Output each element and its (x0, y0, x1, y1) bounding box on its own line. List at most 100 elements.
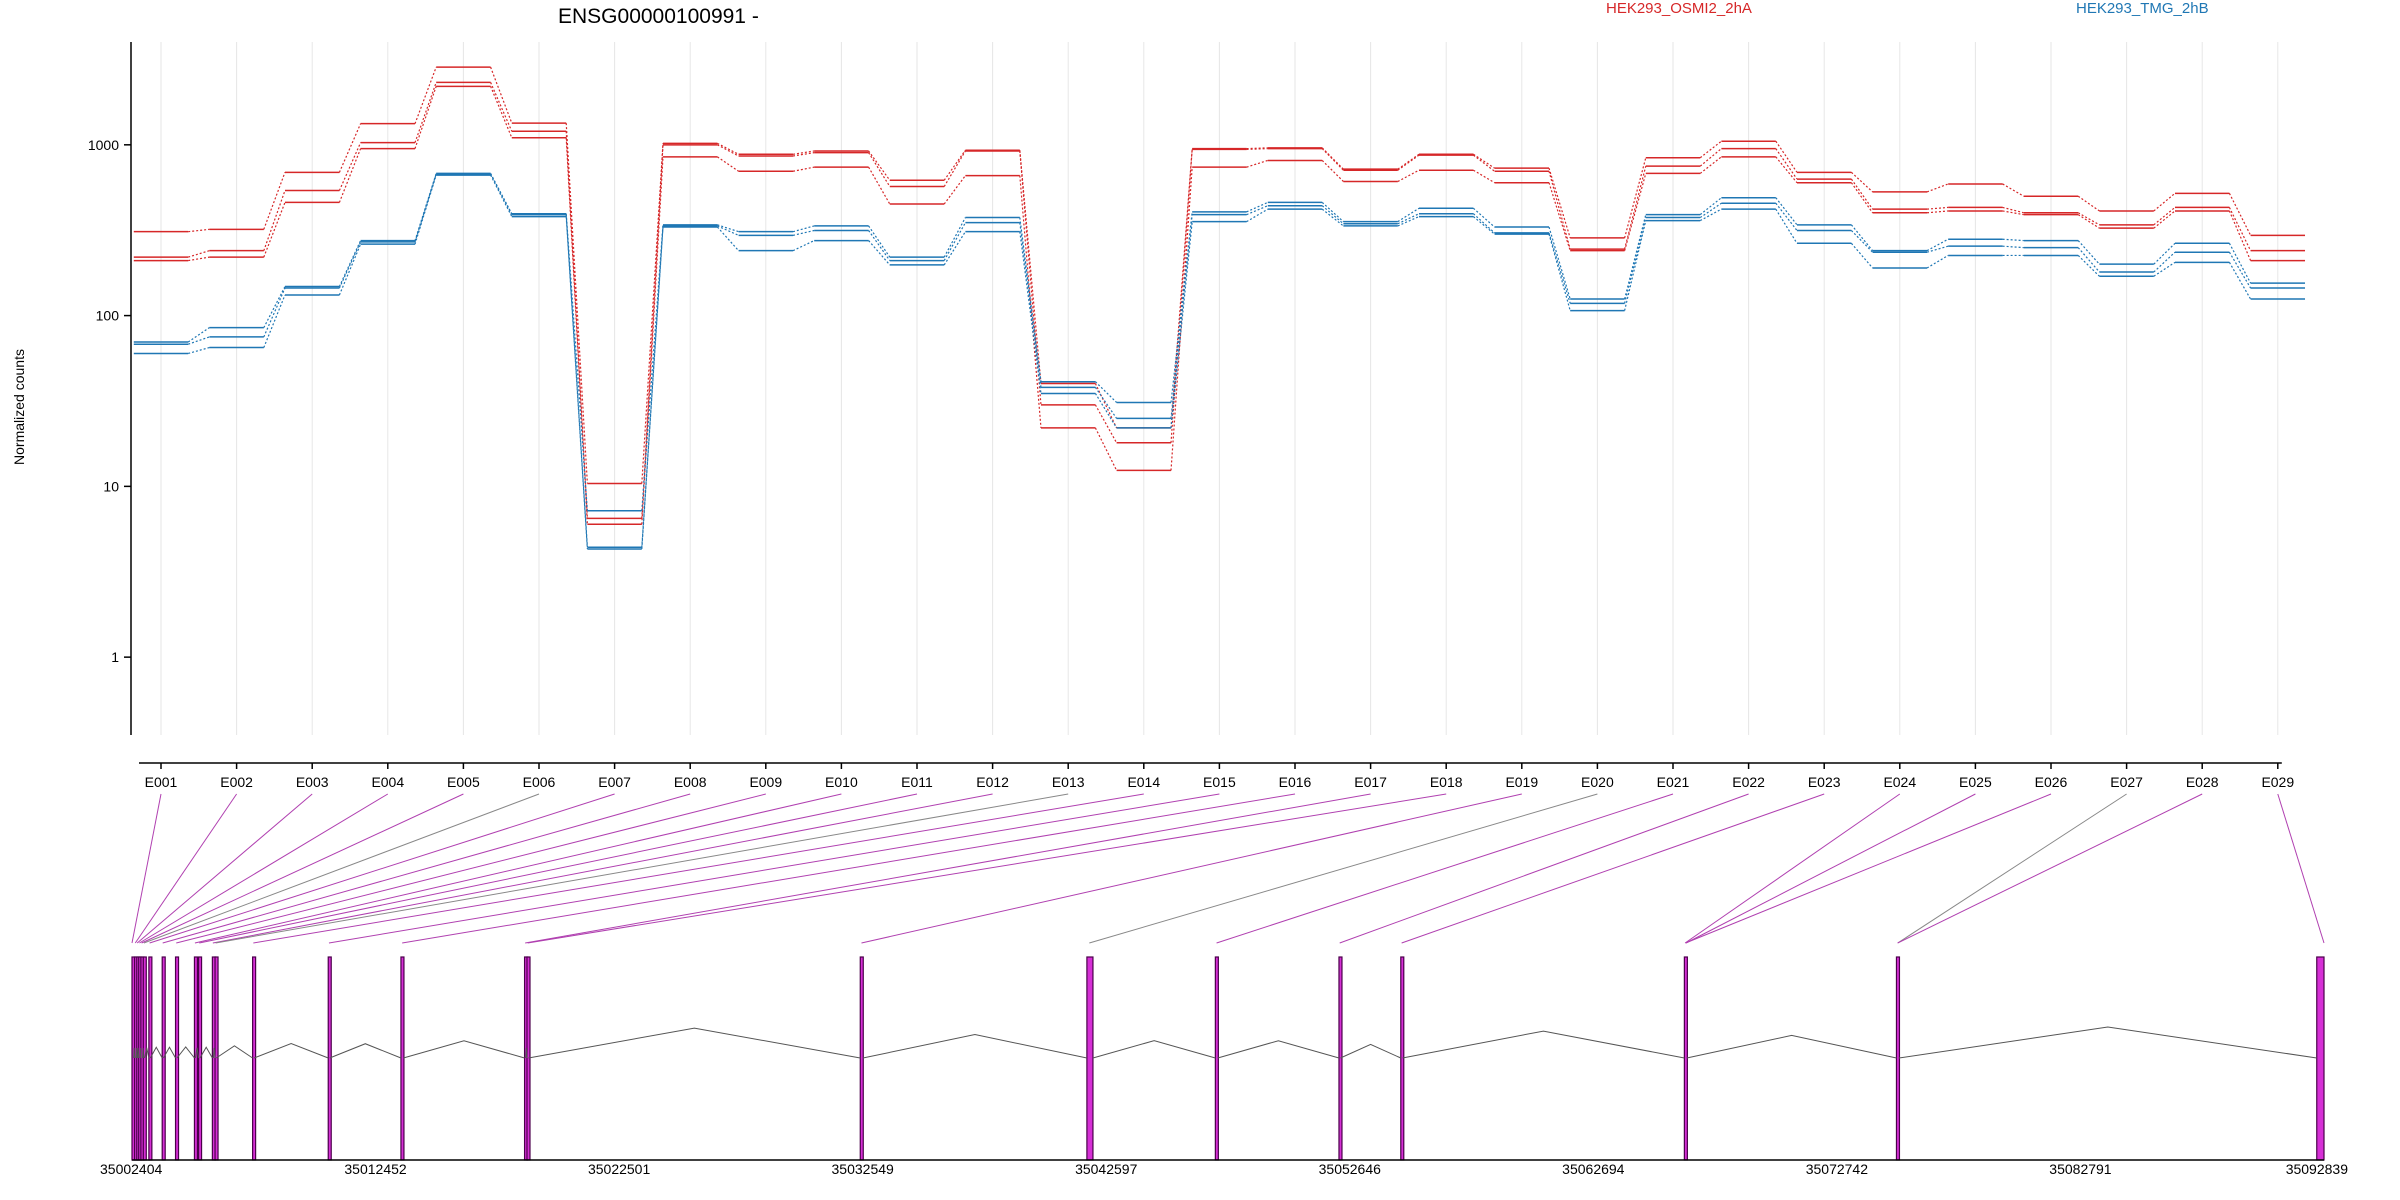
bin-transition (1019, 150, 1042, 384)
intron-15 (329, 1043, 402, 1059)
bin-transition (1094, 381, 1118, 403)
intron-19 (862, 1034, 1087, 1059)
bin-transition (1170, 221, 1193, 428)
bin-transition (868, 225, 891, 258)
bin-transition (2002, 183, 2025, 197)
bin-transition (1624, 217, 1647, 304)
x-tick-label-E007: E007 (598, 774, 631, 790)
bin-transition (1473, 153, 1495, 169)
connector-E009 (176, 793, 766, 944)
bin-transition (943, 149, 966, 181)
bin-transition (490, 82, 513, 132)
bin-transition (1926, 183, 1949, 193)
bin-transition (1094, 404, 1118, 444)
bin-transition (792, 225, 815, 233)
bin-transition (1775, 208, 1798, 244)
intron-21 (1217, 1040, 1340, 1059)
x-tick-label-E021: E021 (1657, 774, 1690, 790)
bin-transition (641, 227, 664, 549)
bin-transition (414, 174, 437, 245)
x-tick-label-E020: E020 (1581, 774, 1614, 790)
connector-E022 (1339, 793, 1749, 944)
x-axis: E001 E002 E003 E004 E005 E006 E007 E008 E009 E010… (139, 762, 2294, 790)
connector-E020 (1089, 793, 1598, 944)
x-tick-label-E012: E012 (976, 774, 1009, 790)
bin-transition (1321, 201, 1344, 223)
connector-E028 (1897, 793, 2203, 944)
exon-24 (1683, 956, 1688, 1161)
x-tick-label-E016: E016 (1279, 774, 1312, 790)
connector-E003 (136, 793, 313, 944)
bin-transition (565, 123, 588, 484)
bin-transition (1246, 205, 1269, 216)
exon-10 (193, 956, 199, 1161)
bin-transition (2002, 238, 2024, 242)
connector-E002 (134, 793, 238, 944)
connector-E021 (1216, 793, 1674, 944)
bin-transition (1397, 169, 1420, 183)
intron-2 (135, 1047, 138, 1059)
bin-transition (1321, 205, 1344, 225)
bin-transition (716, 226, 740, 252)
bin-transition (263, 294, 286, 348)
intron-10 (194, 1047, 200, 1059)
bin-transition (1548, 167, 1571, 239)
bin-transition (188, 250, 210, 258)
bin-transition (1321, 208, 1344, 227)
bin-transition (2077, 212, 2100, 226)
bin-transition (1926, 238, 1949, 252)
x-tick-label-E025: E025 (1959, 774, 1992, 790)
bin-transition (2002, 210, 2024, 216)
bin-transition (1397, 216, 1420, 227)
gene-model: 35002404 35012452 35022501 35032549 35042597… (100, 956, 2348, 1177)
exon-14 (252, 956, 257, 1161)
bin-transition (1775, 156, 1798, 184)
bin-transition (868, 240, 891, 266)
bin-transition (2228, 243, 2252, 284)
series-lines (133, 66, 2306, 550)
bin-transition (2153, 251, 2176, 273)
bin-transition (1699, 197, 1722, 216)
y-axis-label: Normalized counts (11, 349, 27, 465)
bin-transition (2153, 206, 2176, 226)
intron-25 (1898, 1026, 2317, 1059)
connector-E023 (1401, 793, 1825, 944)
bin-transition (187, 327, 210, 343)
bin-transition (1548, 226, 1571, 300)
bin-transition (1699, 202, 1722, 219)
bin-transition (1397, 153, 1420, 170)
x-tick-label-E026: E026 (2035, 774, 2068, 790)
connector-E013 (215, 793, 1069, 944)
x-tick-label-E022: E022 (1732, 774, 1765, 790)
bin-transition (263, 190, 286, 251)
bin-transition (1850, 224, 1874, 252)
exon-15 (327, 956, 332, 1161)
bin-transition (565, 131, 588, 519)
bin-transition (1548, 171, 1571, 250)
legend-series-osmi2: HEK293_OSMI2_2hA (1606, 0, 1752, 17)
intron-8 (162, 1046, 176, 1059)
bin-transition (2228, 207, 2252, 251)
exon-16 (400, 956, 405, 1161)
x-tick-label-E027: E027 (2110, 774, 2143, 790)
bin-transition (565, 137, 588, 525)
exon-23 (1400, 956, 1405, 1161)
bin-transition (1775, 197, 1798, 226)
x-tick-label-E024: E024 (1883, 774, 1916, 790)
bin-transition (565, 216, 588, 549)
connector-E001 (131, 793, 162, 944)
bin-transition (1624, 173, 1647, 251)
genomic-coordinate-label: 35052646 (1319, 1161, 1382, 1177)
bin-transition (188, 228, 210, 233)
bin-transition (263, 202, 286, 258)
connector-E017 (525, 793, 1371, 944)
bin-transition (792, 166, 815, 172)
exon-7 (148, 956, 153, 1161)
intron-14 (253, 1043, 329, 1059)
connector-E004 (139, 793, 389, 944)
intron-18 (528, 1027, 861, 1059)
connector-E006 (143, 793, 540, 944)
x-tick-label-E023: E023 (1808, 774, 1841, 790)
bin-transition (1850, 230, 1874, 253)
